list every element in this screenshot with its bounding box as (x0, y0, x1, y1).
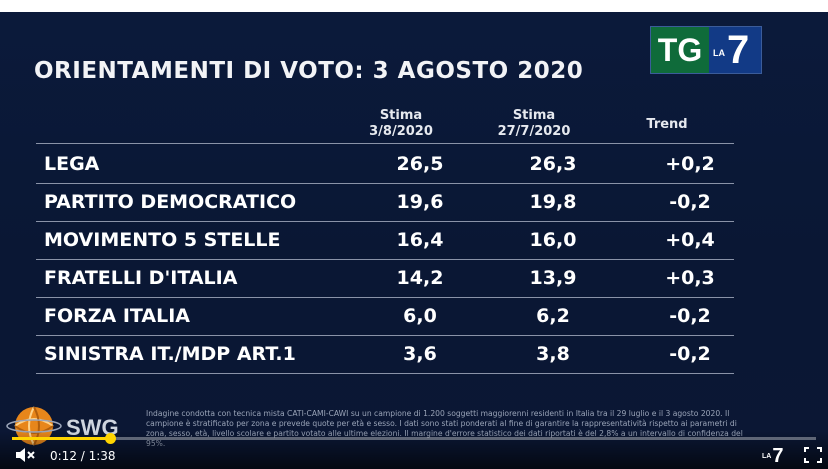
estimate-3-8: 6,0 (403, 305, 437, 327)
table-row: SINISTRA IT./MDP ART.1 3,6 3,8 -0,2 (36, 335, 734, 374)
fullscreen-icon[interactable] (804, 447, 822, 463)
progress-bar[interactable] (12, 433, 816, 444)
progress-fill (12, 437, 111, 440)
column-header-line: Stima (379, 108, 423, 123)
estimate-3-8: 26,5 (396, 153, 444, 175)
column-header-line: Stima (512, 108, 556, 123)
column-header-stima-3-8: Stima 3/8/2020 (356, 108, 446, 140)
seven-logo-text: 7 (727, 28, 750, 72)
trend-value: -0,2 (669, 305, 711, 327)
estimate-27-7: 13,9 (529, 267, 577, 289)
la-logo-text: LA (713, 48, 725, 58)
tg-la7-logo: TG LA 7 (650, 26, 762, 74)
la7-watermark-7: 7 (772, 445, 784, 467)
estimate-27-7: 6,2 (536, 305, 570, 327)
estimate-3-8: 3,6 (403, 343, 437, 365)
player-controls: 0:12 / 1:38 LA7 (0, 431, 828, 469)
tg-logo-text: TG (651, 27, 709, 73)
playback-time: 0:12 / 1:38 (50, 449, 116, 463)
table-row: FORZA ITALIA 6,0 6,2 -0,2 (36, 297, 734, 336)
estimate-3-8: 16,4 (396, 229, 444, 251)
party-name: SINISTRA IT./MDP ART.1 (44, 343, 296, 365)
progress-handle[interactable] (105, 433, 117, 444)
la7-watermark-la: LA (762, 453, 772, 461)
top-border (0, 0, 828, 12)
estimate-27-7: 19,8 (529, 191, 577, 213)
party-name: FORZA ITALIA (44, 305, 190, 327)
column-header-trend: Trend (646, 117, 688, 132)
trend-value: +0,4 (665, 229, 715, 251)
party-name: LEGA (44, 153, 100, 175)
estimate-27-7: 26,3 (529, 153, 577, 175)
column-header-stima-27-7: Stima 27/7/2020 (486, 108, 582, 140)
party-name: FRATELLI D'ITALIA (44, 267, 238, 289)
la7-watermark: LA7 (762, 445, 783, 468)
estimate-27-7: 16,0 (529, 229, 577, 251)
trend-value: -0,2 (669, 343, 711, 365)
trend-value: -0,2 (669, 191, 711, 213)
estimate-27-7: 3,8 (536, 343, 570, 365)
column-header-line: 3/8/2020 (369, 124, 433, 139)
trend-value: +0,2 (665, 153, 715, 175)
page-title: ORIENTAMENTI DI VOTO: 3 AGOSTO 2020 (34, 58, 584, 84)
mute-icon[interactable] (14, 446, 36, 464)
table-row: FRATELLI D'ITALIA 14,2 13,9 +0,3 (36, 259, 734, 298)
column-header-line: 27/7/2020 (497, 124, 571, 139)
party-name: MOVIMENTO 5 STELLE (44, 229, 281, 251)
table-row: MOVIMENTO 5 STELLE 16,4 16,0 +0,4 (36, 221, 734, 260)
estimate-3-8: 14,2 (396, 267, 444, 289)
estimate-3-8: 19,6 (396, 191, 444, 213)
table-row: LEGA 26,5 26,3 +0,2 (36, 145, 734, 184)
trend-value: +0,3 (665, 267, 715, 289)
table-top-divider (36, 143, 734, 144)
la7-logo: LA 7 (709, 27, 761, 73)
table-row: PARTITO DEMOCRATICO 19,6 19,8 -0,2 (36, 183, 734, 222)
party-name: PARTITO DEMOCRATICO (44, 191, 297, 213)
